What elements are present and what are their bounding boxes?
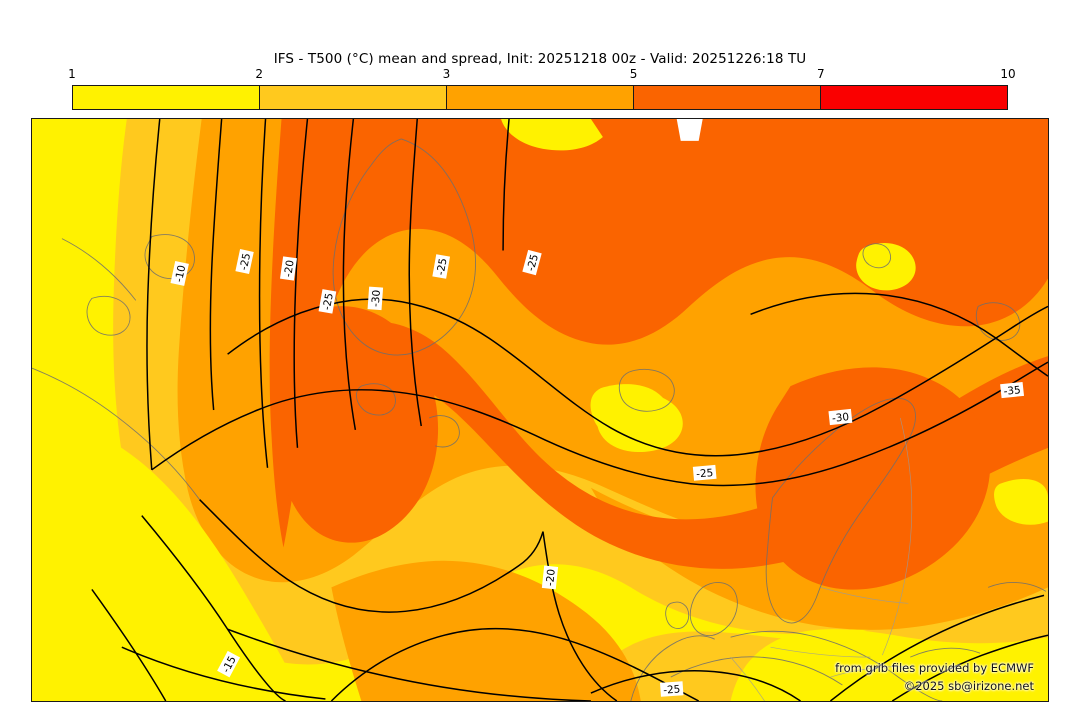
contour-label-text: -25	[525, 253, 541, 273]
spread-patch-yellow-c	[994, 478, 1048, 525]
contour-label-box	[432, 254, 451, 279]
contour-label-text: -25	[435, 257, 450, 276]
colorbar-segment-2-3	[260, 86, 447, 109]
colorbar-tick-7: 7	[816, 67, 825, 81]
contour-layer	[91, 119, 1048, 701]
map-panel[interactable]: -10-25-20-25-30-25-25-20-25-30-35-25-15-…	[31, 118, 1049, 702]
contour-label-text: -30	[370, 290, 383, 308]
contour-label-text: -35	[1003, 384, 1021, 398]
contour-label-box	[367, 286, 384, 311]
border-layer	[730, 417, 913, 701]
contour-label: -35	[1000, 381, 1025, 399]
colorbar-gradient	[72, 85, 1008, 110]
contour-label-text: -10	[173, 264, 188, 283]
contour-label-text: -30	[831, 411, 849, 425]
contour-label-box	[235, 249, 254, 274]
contour-label-box	[280, 256, 297, 281]
colorbar: 1 2 3 5 7 10	[68, 67, 1016, 110]
contour-label-text: -20	[544, 568, 558, 586]
colorbar-tick-1: 1	[68, 67, 76, 81]
contour-label-text: -25	[663, 683, 681, 696]
contour-label: -30	[367, 286, 384, 311]
colorbar-tick-2: 2	[255, 67, 264, 81]
weather-map: -10-25-20-25-30-25-25-20-25-30-35-25-15-…	[32, 119, 1048, 701]
contour-label: -30	[828, 408, 853, 426]
spread-band-5-7-scandinavia	[755, 367, 991, 590]
spread-patch-yellow-a	[856, 243, 916, 291]
contour-label-box	[828, 408, 853, 426]
contour-label-box	[541, 565, 559, 590]
contour-label-text: -25	[696, 467, 714, 480]
spread-patch-yellow-b	[501, 119, 603, 151]
colorbar-tick-3: 3	[442, 67, 451, 81]
contour-label-box	[660, 681, 684, 697]
coastline-layer	[32, 138, 1047, 701]
colorbar-segment-3-5	[447, 86, 634, 109]
contour-label-box	[217, 650, 241, 678]
spread-band-5-7	[269, 119, 1048, 548]
contour-label-box	[170, 261, 189, 286]
credit-source: from grib files provided by ECMWF	[835, 661, 1034, 675]
contour-label: -20	[541, 565, 559, 590]
contour-label: -25	[660, 681, 684, 697]
spread-patch-white-top	[676, 119, 703, 141]
spread-region-yellow-se	[730, 629, 1048, 701]
contour-label: -25	[522, 249, 542, 276]
contour-label: -25	[432, 254, 451, 279]
colorbar-tick-5: 5	[629, 67, 638, 81]
colorbar-segment-7-10	[821, 86, 1007, 109]
contour-label: -10	[170, 261, 189, 286]
contour-label: -25	[235, 249, 254, 274]
contour-label-text: -25	[321, 292, 336, 311]
contour-label: -20	[280, 256, 297, 281]
spread-hole-yellow-center	[596, 392, 683, 453]
contour-label-text: -20	[282, 259, 296, 278]
contour-label-text: -25	[238, 252, 253, 271]
spread-band-5-7-greenland	[274, 306, 439, 543]
contour-label-box	[1000, 381, 1025, 399]
contour-label-box	[522, 249, 542, 276]
contour-label-layer: -10-25-20-25-30-25-25-20-25-30-35-25-15-…	[170, 249, 1025, 697]
contour-label: -25	[692, 464, 717, 481]
page-title: IFS - T500 (°C) mean and spread, Init: 2…	[273, 51, 807, 67]
colorbar-tick-10: 10	[1000, 67, 1016, 81]
colorbar-segment-5-7	[634, 86, 821, 109]
credit-copyright: ©2025 sb@irizone.net	[903, 679, 1034, 693]
contour-label-box	[318, 289, 337, 314]
contour-label-box	[692, 464, 717, 481]
spread-band-3-5-lower	[331, 560, 641, 701]
colorbar-segment-1-2	[73, 86, 260, 109]
spread-region-yellow-sw	[32, 408, 304, 701]
contour-label: -25	[318, 289, 337, 314]
